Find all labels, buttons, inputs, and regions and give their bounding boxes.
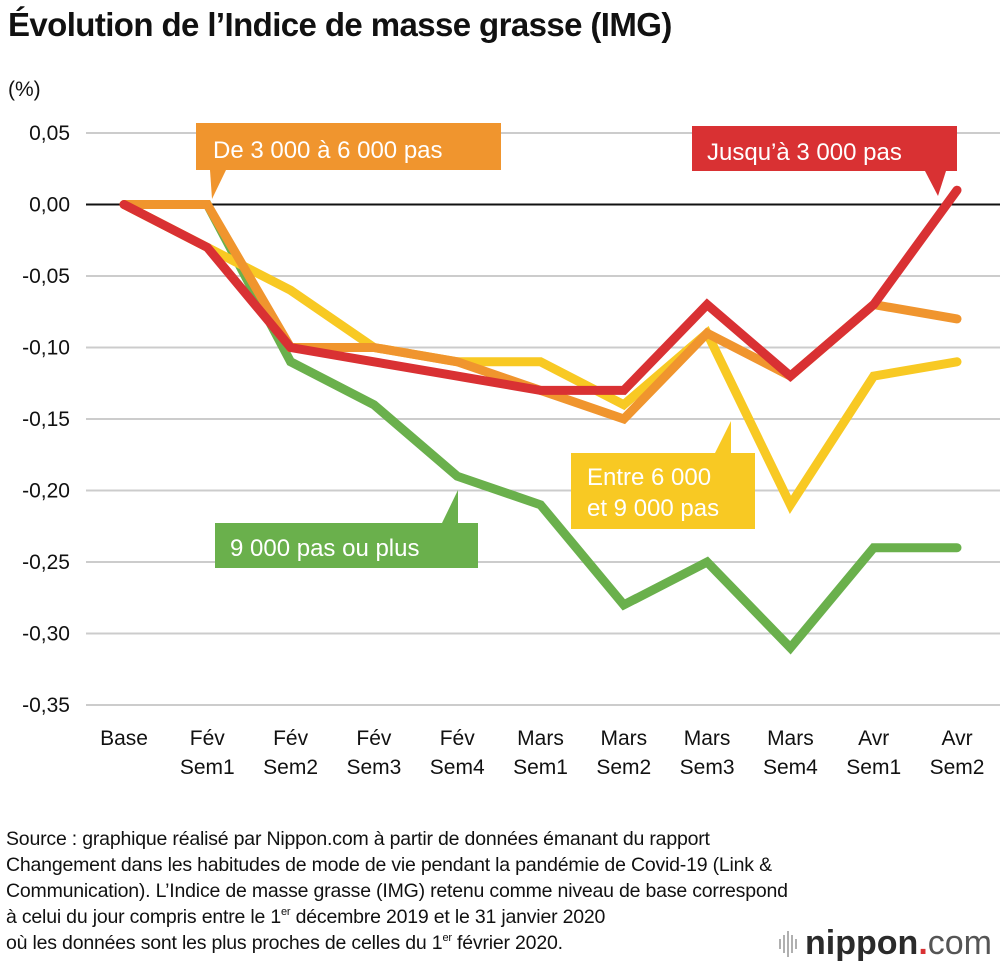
- source-line-1: Source : graphique réalisé par Nippon.co…: [6, 828, 710, 850]
- callout-label: et 9 000 pas: [587, 495, 719, 522]
- superscript: er: [281, 906, 291, 918]
- callout-red: Jusqu’à 3 000 pas: [692, 126, 957, 196]
- callout-pointer: [925, 171, 946, 196]
- y-axis-unit-label: (%): [8, 78, 41, 101]
- x-tick-label: Avr: [941, 727, 972, 750]
- callout-pointer: [442, 490, 458, 523]
- x-tick-label: Sem3: [680, 756, 735, 779]
- x-tick-label: Sem4: [763, 756, 818, 779]
- source-line-4: à celui du jour compris entre le 1er déc…: [6, 904, 996, 930]
- x-tick-label: Sem2: [930, 756, 985, 779]
- x-tick-label: Sem2: [263, 756, 318, 779]
- y-tick-label: 0,00: [29, 194, 70, 217]
- chart-title: Évolution de l’Indice de masse grasse (I…: [8, 6, 672, 43]
- callout-pointer: [210, 170, 226, 199]
- series-line-jusqu-3-000-pas: [119, 185, 962, 395]
- callout-box: [196, 123, 501, 170]
- x-tick-label: Sem1: [513, 756, 568, 779]
- x-tick-label: Sem3: [346, 756, 401, 779]
- x-tick-label: Sem4: [430, 756, 485, 779]
- y-tick-label: -0,30: [22, 623, 70, 646]
- source-line-5-text: où les données sont les plus proches de …: [6, 932, 443, 954]
- callout-box: [571, 453, 755, 529]
- callout-yellow: Entre 6 000 et 9 000 pas: [571, 421, 755, 529]
- gridlines: [86, 132, 1000, 706]
- callout-box: [215, 523, 478, 568]
- series-line-entre-6-000-et-9-000-pas: [119, 200, 962, 514]
- series-callouts: De 3 000 à 6 000 pas Jusqu’à 3 000 pas Ent…: [196, 123, 957, 568]
- y-tick-label: -0,20: [22, 480, 70, 503]
- source-line-3: Communication). L’Indice de masse grasse…: [6, 880, 788, 902]
- y-tick-label: -0,10: [22, 337, 70, 360]
- source-line-2: Changement dans les habitudes de mode de…: [6, 854, 772, 876]
- y-tick-label: 0,05: [29, 122, 70, 145]
- x-tick-label: Mars: [517, 727, 564, 750]
- callout-label: 9 000 pas ou plus: [230, 535, 419, 562]
- source-line-5-text-end: février 2020.: [451, 932, 563, 954]
- y-tick-label: -0,25: [22, 551, 70, 574]
- y-tick-label: -0,15: [22, 408, 70, 431]
- x-tick-label: Avr: [858, 727, 889, 750]
- logo-dot: .: [918, 924, 928, 962]
- source-note: Source : graphique réalisé par Nippon.co…: [6, 826, 996, 956]
- x-tick-label: Fév: [273, 727, 309, 750]
- x-tick-label: Fév: [440, 727, 476, 750]
- line-chart: 0,05 0,00 -0,05 -0,10 -0,15 -0,20 -0,25 -0,30 -0…: [22, 122, 1000, 779]
- source-line-4-text-end: décembre 2019 et le 31 janvier 2020: [290, 906, 606, 928]
- callout-box: [692, 126, 957, 171]
- nippon-logo: nippon. com: [779, 924, 992, 963]
- y-tick-label: -0,05: [22, 265, 70, 288]
- callout-pointer: [715, 421, 731, 453]
- logo-bars-icon: [779, 930, 798, 957]
- x-tick-label: Fév: [356, 727, 392, 750]
- x-tick-label: Mars: [600, 727, 647, 750]
- superscript: er: [442, 932, 452, 944]
- callout-green: 9 000 pas ou plus: [215, 490, 478, 568]
- callout-orange: De 3 000 à 6 000 pas: [196, 123, 501, 199]
- x-tick-label: Base: [100, 727, 148, 750]
- logo-tld: com: [927, 924, 992, 962]
- series-lines: [119, 185, 962, 655]
- callout-label: Jusqu’à 3 000 pas: [707, 139, 902, 166]
- x-axis-ticks: Base Fév Sem1 Fév Sem2 Fév Sem3 Fév Sem4 Mars Sem1…: [100, 727, 984, 779]
- x-tick-label: Fév: [190, 727, 226, 750]
- callout-label: De 3 000 à 6 000 pas: [213, 137, 443, 164]
- x-tick-label: Sem2: [596, 756, 651, 779]
- y-axis-ticks: 0,05 0,00 -0,05 -0,10 -0,15 -0,20 -0,25 -0,30 -0…: [22, 122, 70, 717]
- x-tick-label: Mars: [684, 727, 731, 750]
- x-tick-label: Sem1: [846, 756, 901, 779]
- source-line-4-text: à celui du jour compris entre le 1: [6, 906, 282, 928]
- source-line-5: où les données sont les plus proches de …: [6, 930, 996, 956]
- y-tick-label: -0,35: [22, 694, 70, 717]
- x-tick-label: Sem1: [180, 756, 235, 779]
- callout-label: Entre 6 000: [587, 464, 711, 491]
- x-tick-label: Mars: [767, 727, 814, 750]
- logo-name: nippon: [805, 924, 919, 962]
